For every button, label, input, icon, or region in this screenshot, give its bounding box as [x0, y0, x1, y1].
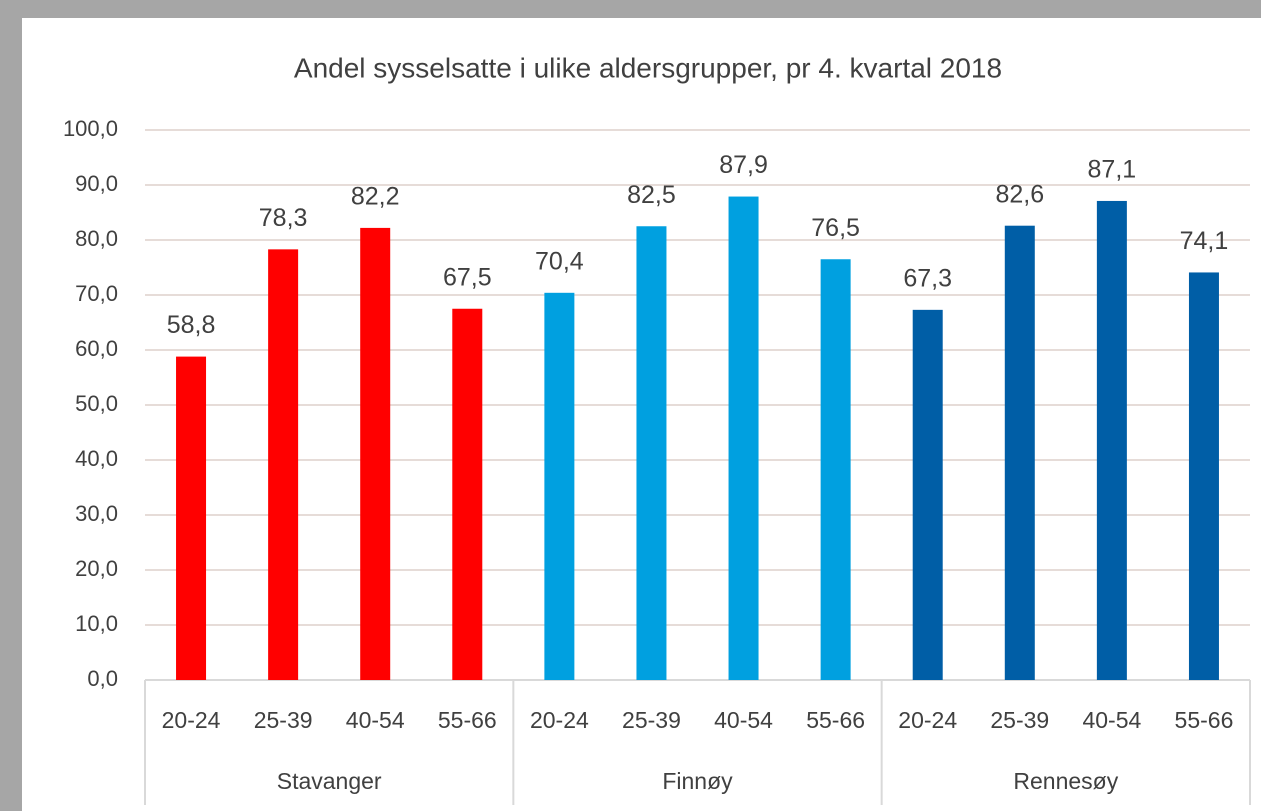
x-tick-label: 25-39 [254, 707, 313, 733]
data-label: 74,1 [1180, 227, 1229, 255]
chart-title: Andel sysselsatte i ulike aldersgrupper,… [294, 52, 1002, 83]
data-label: 82,5 [627, 181, 676, 209]
bar [268, 249, 299, 680]
bar [176, 356, 207, 680]
y-tick-label: 70,0 [75, 281, 118, 306]
data-label: 87,1 [1088, 156, 1137, 184]
y-tick-label: 100,0 [63, 116, 118, 141]
data-label: 87,9 [719, 151, 768, 179]
group-label: Finnøy [662, 768, 733, 794]
y-tick-label: 80,0 [75, 226, 118, 251]
x-tick-label: 40-54 [1082, 707, 1141, 733]
data-label: 67,5 [443, 263, 492, 291]
y-tick-label: 50,0 [75, 391, 118, 416]
data-label: 82,6 [995, 180, 1044, 208]
data-label: 78,3 [259, 204, 308, 232]
data-label: 67,3 [903, 264, 952, 292]
y-tick-label: 40,0 [75, 446, 118, 471]
y-tick-label: 10,0 [75, 611, 118, 636]
bar [1188, 272, 1219, 680]
x-tick-label: 25-39 [990, 707, 1049, 733]
x-tick-label: 55-66 [806, 707, 865, 733]
y-tick-label: 90,0 [75, 171, 118, 196]
data-label: 76,5 [811, 214, 860, 242]
x-tick-label: 20-24 [530, 707, 589, 733]
y-tick-label: 60,0 [75, 336, 118, 361]
x-tick-label: 25-39 [622, 707, 681, 733]
data-label: 82,2 [351, 183, 400, 211]
bar [544, 292, 575, 680]
x-tick-label: 40-54 [346, 707, 405, 733]
bar [1096, 200, 1127, 680]
group-label: Stavanger [277, 768, 382, 794]
bar [1004, 225, 1035, 680]
x-tick-label: 20-24 [162, 707, 221, 733]
bar [452, 308, 483, 680]
bar [728, 196, 759, 681]
x-tick-label: 20-24 [898, 707, 957, 733]
data-label: 70,4 [535, 247, 584, 275]
x-tick-label: 40-54 [714, 707, 773, 733]
bar [820, 259, 851, 680]
bar [360, 227, 391, 680]
x-tick-label: 55-66 [438, 707, 497, 733]
y-tick-label: 30,0 [75, 501, 118, 526]
bar [912, 309, 943, 680]
x-tick-label: 55-66 [1175, 707, 1234, 733]
data-label: 58,8 [167, 311, 216, 339]
bar [636, 226, 667, 680]
y-tick-label: 20,0 [75, 556, 118, 581]
y-tick-label: 0,0 [87, 666, 118, 691]
group-label: Rennesøy [1013, 768, 1118, 794]
